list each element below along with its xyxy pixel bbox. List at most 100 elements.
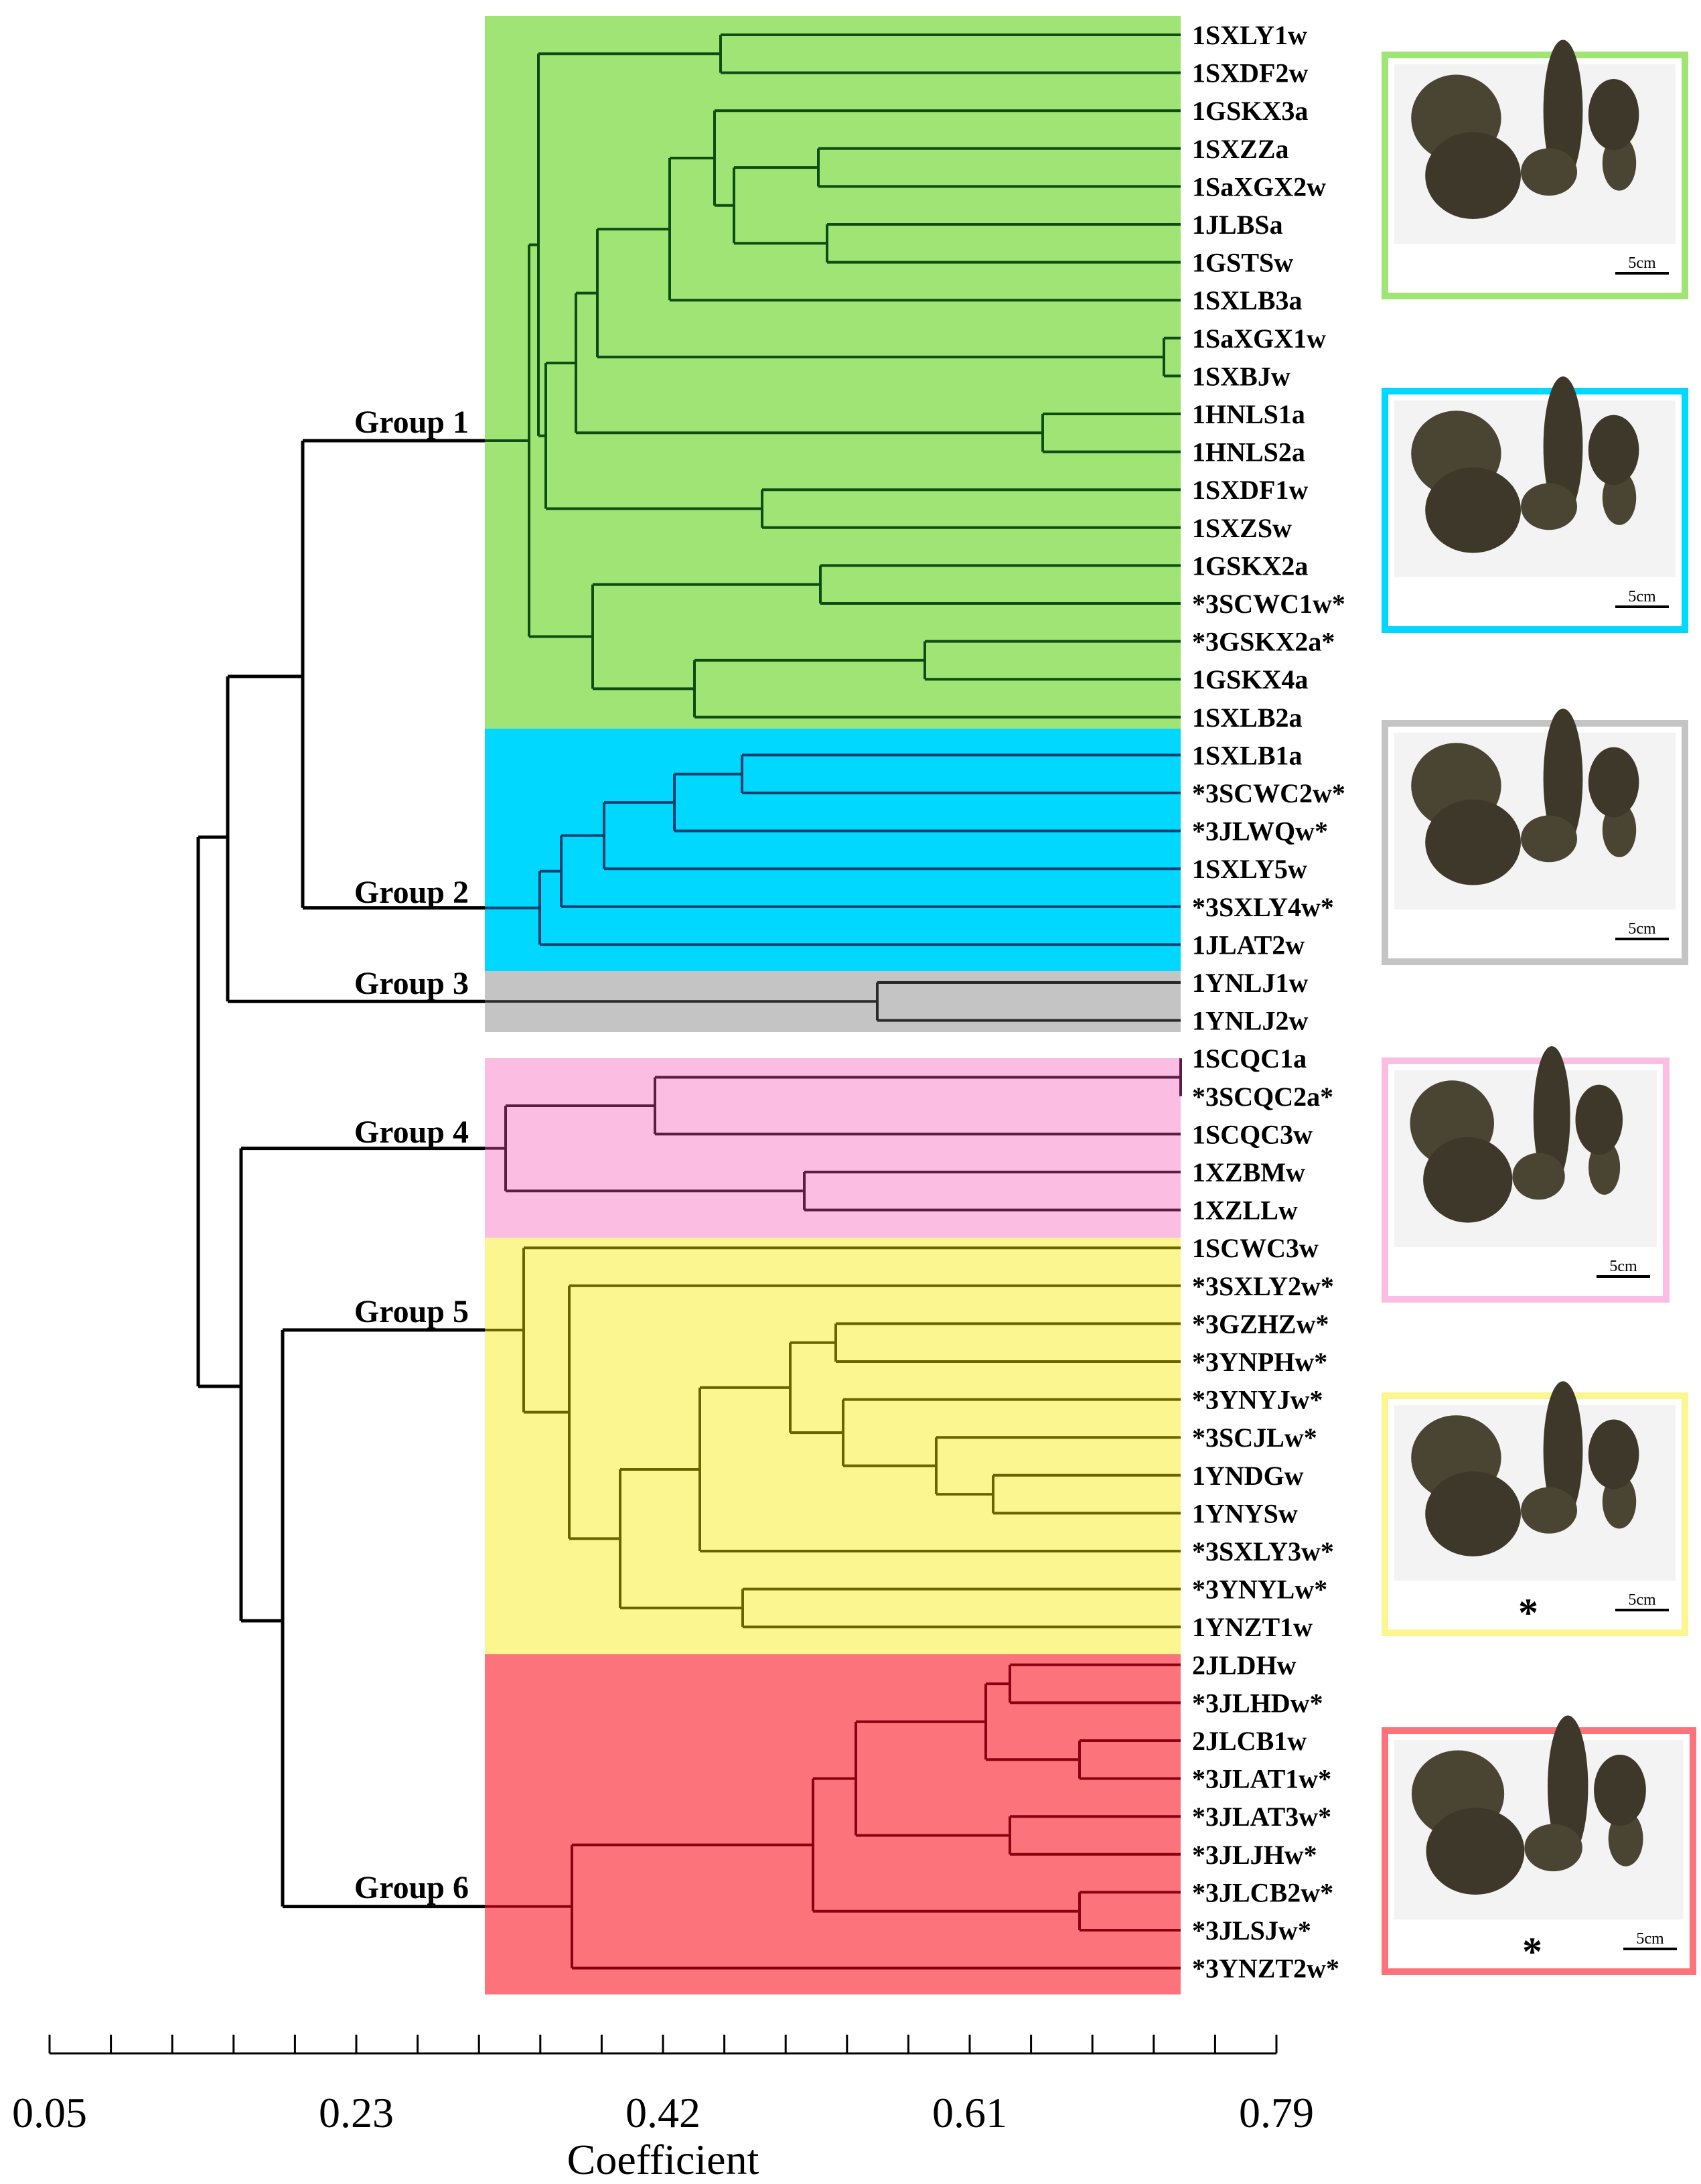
specimen-photo-3: 5cm (1382, 709, 1688, 965)
specimen-photos: 5cm 5cm 5cm 5cm 5cm * 5cm * (1382, 40, 1696, 1975)
scale-bar-label: 5cm (1628, 254, 1656, 272)
leaf-label: *3YNZT2w* (1192, 1954, 1339, 1984)
leaf-label: *3SXLY3w* (1192, 1536, 1334, 1567)
group-labels: Group 1 Group 2 Group 3 Group 4 Group 5 Group… (354, 405, 469, 1905)
specimen-piece (1543, 376, 1583, 517)
specimen-piece (1588, 747, 1639, 818)
leaf-label: 1HNLS2a (1192, 437, 1305, 467)
leaf-label: *3SCWC1w* (1192, 589, 1345, 619)
leaf-label: 1GSKX2a (1192, 551, 1308, 581)
leaf-label: 1SaXGX1w (1192, 323, 1326, 354)
leaf-label: *3JLHDw* (1192, 1688, 1323, 1718)
specimen-piece (1425, 132, 1522, 220)
leaf-label: 1XZBMw (1192, 1157, 1305, 1187)
scale-bar-label: 5cm (1628, 1591, 1656, 1609)
group-label-5: Group 5 (354, 1294, 469, 1329)
leaf-label: 1SXLB1a (1192, 740, 1303, 770)
leaf-label: *3YNYLw* (1192, 1575, 1327, 1605)
specimen-piece (1543, 709, 1583, 849)
scale-bar-label: 5cm (1636, 1930, 1664, 1948)
leaf-label: 1SXDF1w (1192, 475, 1308, 505)
leaf-label: 1XZLLw (1192, 1195, 1298, 1226)
leaf-label: *3JLCB2w* (1192, 1877, 1333, 1907)
leaf-label: 1SaXGX2w (1192, 171, 1326, 202)
leaf-label: 1SXZSw (1192, 513, 1292, 543)
leaf-label: 1YNLJ1w (1192, 968, 1308, 998)
x-axis-tick-label: 0.61 (932, 2089, 1007, 2136)
scale-bar-label: 5cm (1628, 920, 1656, 938)
group-2-background (485, 729, 1181, 971)
specimen-piece (1521, 815, 1577, 863)
leaf-label: 2JLDHw (1192, 1650, 1297, 1680)
specimen-piece (1524, 1824, 1582, 1872)
specimen-piece (1543, 1381, 1583, 1520)
leaf-label: 1YNDGw (1192, 1461, 1304, 1491)
specimen-piece (1426, 1808, 1525, 1895)
leaf-label: 1SCQC3w (1192, 1119, 1313, 1149)
group-label-1: Group 1 (354, 405, 469, 440)
group-backgrounds (485, 16, 1181, 1994)
specimen-piece (1521, 483, 1577, 530)
specimen-photo-4: 5cm (1382, 1046, 1670, 1303)
x-axis: 0.05 0.23 0.42 0.61 0.79 Coefficient (12, 2035, 1314, 2183)
specimen-piece (1588, 415, 1639, 486)
specimen-piece (1594, 1754, 1646, 1826)
leaf-label: 1JLAT2w (1192, 930, 1305, 960)
group-label-4: Group 4 (354, 1114, 469, 1150)
specimen-piece (1543, 40, 1583, 182)
leaf-label: *3SCQC2a* (1192, 1082, 1333, 1112)
leaf-label: 1HNLS1a (1192, 399, 1305, 429)
leaf-label: 1GSKX4a (1192, 664, 1308, 695)
specimen-photo-5: 5cm * (1382, 1381, 1688, 1636)
leaf-label: 1SXLB2a (1192, 703, 1303, 733)
specimen-piece (1425, 799, 1522, 885)
specimen-piece (1588, 78, 1639, 151)
x-axis-label: Coefficient (567, 2136, 759, 2181)
leaf-label: 1SXZZa (1192, 134, 1289, 164)
group-4-background (485, 1058, 1181, 1238)
leaf-label: 1YNZT1w (1192, 1612, 1313, 1642)
specimen-piece (1425, 467, 1522, 553)
specimen-photo-1: 5cm (1382, 40, 1688, 299)
leaf-label: *3JLJHw* (1192, 1840, 1317, 1870)
leaf-label: 1SXLY1w (1192, 20, 1307, 50)
leaf-label: 1JLBSa (1192, 210, 1283, 240)
tree-branches (196, 33, 1182, 1970)
specimen-piece (1533, 1046, 1570, 1187)
specimen-photo-2: 5cm (1382, 376, 1688, 633)
leaf-label: 1YNYSw (1192, 1498, 1298, 1528)
leaf-label: 1GSKX3a (1192, 96, 1308, 126)
leaf-label: *3SXLY4w* (1192, 892, 1334, 922)
leaf-label: *3YNYJw* (1192, 1385, 1323, 1415)
leaf-label: 1SXLY5w (1192, 854, 1307, 884)
leaf-label: 1SCQC1a (1192, 1043, 1307, 1074)
leaf-label: 1YNLJ2w (1192, 1006, 1308, 1036)
specimen-piece (1588, 1419, 1639, 1489)
asterisk-mark: * (1522, 1930, 1542, 1974)
leaf-label: 1GSTSw (1192, 248, 1293, 278)
leaf-label: *3GZHZw* (1192, 1309, 1329, 1339)
leaf-label: 1SCWC3w (1192, 1233, 1319, 1263)
leaf-labels: 1SXLY1w 1SXDF2w 1GSKX3a 1SXZZa 1SaXGX2w 1JLBS… (1192, 20, 1345, 1984)
x-axis-tick-label: 0.05 (12, 2089, 87, 2136)
group-5-background (485, 1238, 1181, 1654)
leaf-label: 2JLCB1w (1192, 1726, 1307, 1756)
leaf-label: 1SXLB3a (1192, 285, 1303, 315)
scale-bar-label: 5cm (1628, 588, 1656, 605)
leaf-label: 1SXBJw (1192, 361, 1290, 391)
specimen-piece (1521, 1487, 1577, 1534)
leaf-label: *3SXLY2w* (1192, 1271, 1334, 1301)
leaf-label: *3SCJLw* (1192, 1423, 1317, 1453)
specimen-piece (1512, 1153, 1565, 1200)
specimen-piece (1547, 1715, 1588, 1858)
x-axis-tick-label: 0.23 (319, 2089, 394, 2136)
specimen-piece (1423, 1137, 1513, 1223)
leaf-label: *3JLAT1w* (1192, 1764, 1331, 1794)
leaf-label: *3JLWQw* (1192, 816, 1328, 847)
group-1-background (485, 16, 1181, 729)
specimen-piece (1521, 148, 1577, 196)
leaf-label: *3GSKX2a* (1192, 627, 1335, 657)
group-6-background (485, 1654, 1181, 1994)
